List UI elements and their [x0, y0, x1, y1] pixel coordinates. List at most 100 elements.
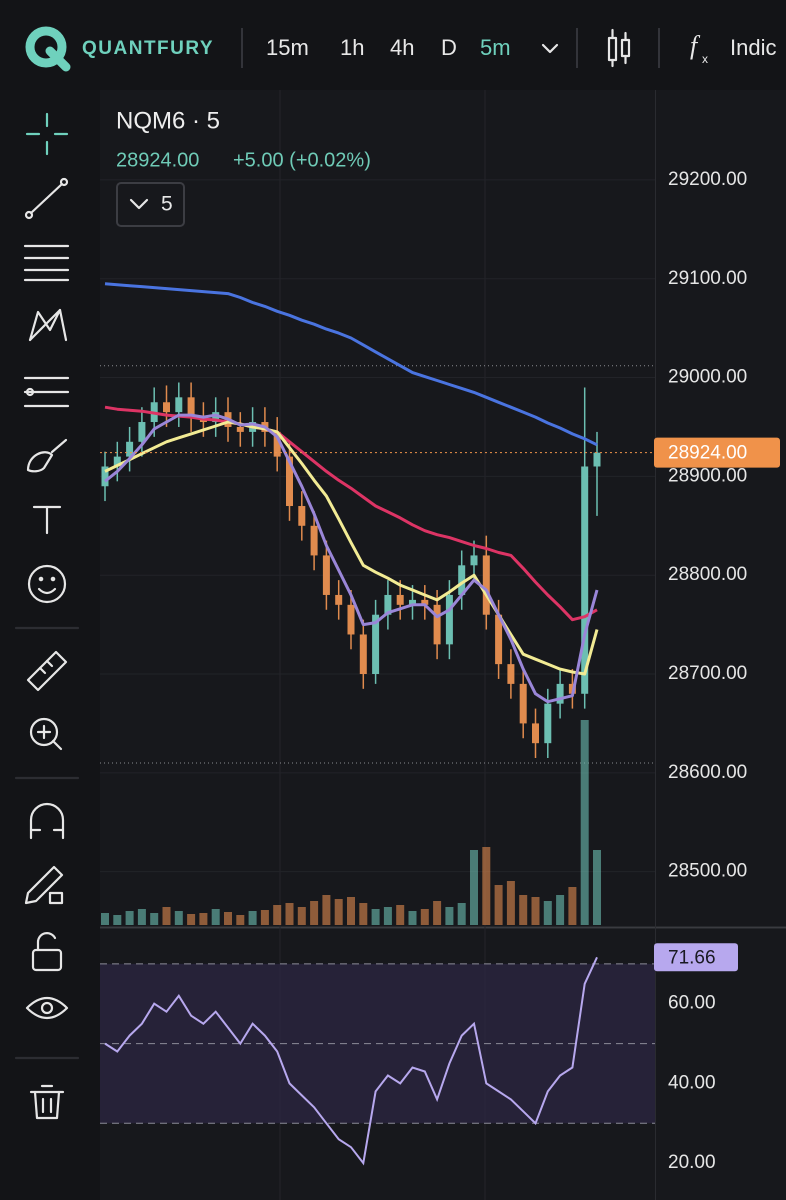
volume-bar [260, 910, 269, 925]
volume-bar [383, 907, 392, 925]
candle-body [126, 441, 134, 457]
timeframe[interactable]: D [441, 35, 457, 60]
candle-body [273, 431, 281, 457]
toolbar [14, 112, 80, 1120]
y-tick-label: 28800.00 [668, 564, 747, 585]
logo[interactable] [25, 26, 67, 68]
timeframe[interactable]: 15m [266, 35, 309, 60]
y-tick-label: 28500.00 [668, 861, 747, 882]
rsi-last-label: 71.66 [668, 947, 716, 968]
trend-line-tool[interactable] [24, 177, 69, 220]
ruler-tool[interactable] [26, 650, 68, 692]
candle-body [101, 466, 109, 487]
volume-bar [494, 885, 503, 925]
volume-bar [580, 720, 589, 925]
volume-bar [408, 911, 417, 925]
emoji-tool[interactable] [27, 564, 67, 604]
y-tick-label: 29200.00 [668, 169, 747, 190]
candle-body [138, 422, 146, 442]
fib-tool[interactable] [23, 244, 70, 282]
volume-bar [420, 909, 429, 925]
prediction-tool[interactable] [23, 376, 70, 408]
candle-body [384, 594, 392, 615]
timeframe[interactable]: 4h [390, 35, 414, 60]
timeframe[interactable]: 1h [340, 35, 364, 60]
visibility-tool[interactable] [25, 996, 69, 1020]
volume-bar [150, 913, 159, 925]
indicators-button[interactable]: Indic [730, 35, 776, 60]
volume-bar [236, 915, 245, 925]
candle-body [187, 397, 195, 418]
candle-body [163, 402, 170, 413]
volume-bar [347, 897, 355, 925]
candle-body [409, 599, 416, 605]
indicators-icon-x: x [702, 52, 708, 66]
candle-body [396, 594, 404, 605]
volume-bar [101, 913, 109, 925]
price-pane [100, 90, 786, 926]
last-price-label: 28924.00 [668, 443, 747, 464]
candle-body [470, 555, 478, 566]
volume-bar [273, 905, 282, 925]
volume-bar [482, 847, 491, 925]
text-tool[interactable] [32, 505, 62, 535]
volume-bar [211, 909, 220, 925]
volume-bar [174, 911, 183, 925]
candle-body [298, 506, 306, 526]
chart-type-button[interactable] [607, 28, 631, 68]
volume-bar [445, 907, 454, 925]
candle-body [519, 683, 527, 724]
rsi-tick-label: 40.00 [668, 1072, 716, 1093]
quote-change: +5.00 (+0.02%) [233, 149, 371, 171]
candle-body [359, 634, 367, 675]
chevron [129, 198, 149, 210]
volume-bar [248, 911, 257, 925]
volume-bar [359, 903, 368, 925]
volume-bar [285, 903, 294, 925]
lock-tool[interactable] [31, 932, 63, 972]
timeframe-dropdown[interactable] [541, 43, 559, 54]
zoom-tool[interactable] [29, 717, 63, 751]
candle-body [175, 397, 183, 413]
indicators-icon[interactable]: f [690, 31, 701, 60]
lock-drawings-tool[interactable] [24, 865, 64, 905]
last-price-tag [654, 437, 780, 468]
candle-body [482, 555, 490, 615]
legend-collapse[interactable] [116, 182, 185, 227]
volume-bar [125, 911, 134, 925]
indicator-count: 5 [161, 193, 173, 216]
pattern-tool[interactable] [28, 308, 68, 342]
y-tick-label: 29000.00 [668, 367, 747, 388]
volume-bar [568, 887, 577, 925]
candle-body [495, 614, 503, 665]
rsi-line [104, 956, 598, 1166]
volume-bar [470, 850, 478, 925]
rsi-tick-label: 60.00 [668, 993, 716, 1014]
moving-average [104, 282, 598, 447]
delete-tool[interactable] [29, 1084, 65, 1120]
candle-body [544, 703, 552, 744]
candle-body [212, 412, 220, 423]
candle-body [322, 555, 330, 595]
y-tick-label: 29100.00 [668, 268, 747, 289]
candle-body [286, 456, 293, 507]
rsi-last-tag [654, 943, 738, 972]
magnet-tool[interactable] [29, 802, 65, 840]
candle-body [593, 452, 601, 467]
volume-bar [506, 881, 515, 925]
rsi-tick-label: 20.00 [668, 1152, 716, 1173]
top-bar: QUANTFURY 15m 1h 4h D 5m f x Indic [25, 26, 776, 72]
candle-body [532, 723, 539, 744]
volume-bar [457, 903, 466, 925]
volume-bar [543, 901, 552, 925]
volume-bar [433, 901, 442, 925]
timeframe[interactable]: 5m [480, 35, 511, 60]
crosshair-tool[interactable] [25, 112, 69, 156]
candle-body [581, 466, 589, 694]
symbol: NQM6 · 5 [116, 107, 220, 134]
brush-tool[interactable] [26, 438, 68, 473]
volume-bar [113, 915, 122, 925]
volume-bar [322, 895, 331, 925]
candle-body [507, 664, 515, 684]
